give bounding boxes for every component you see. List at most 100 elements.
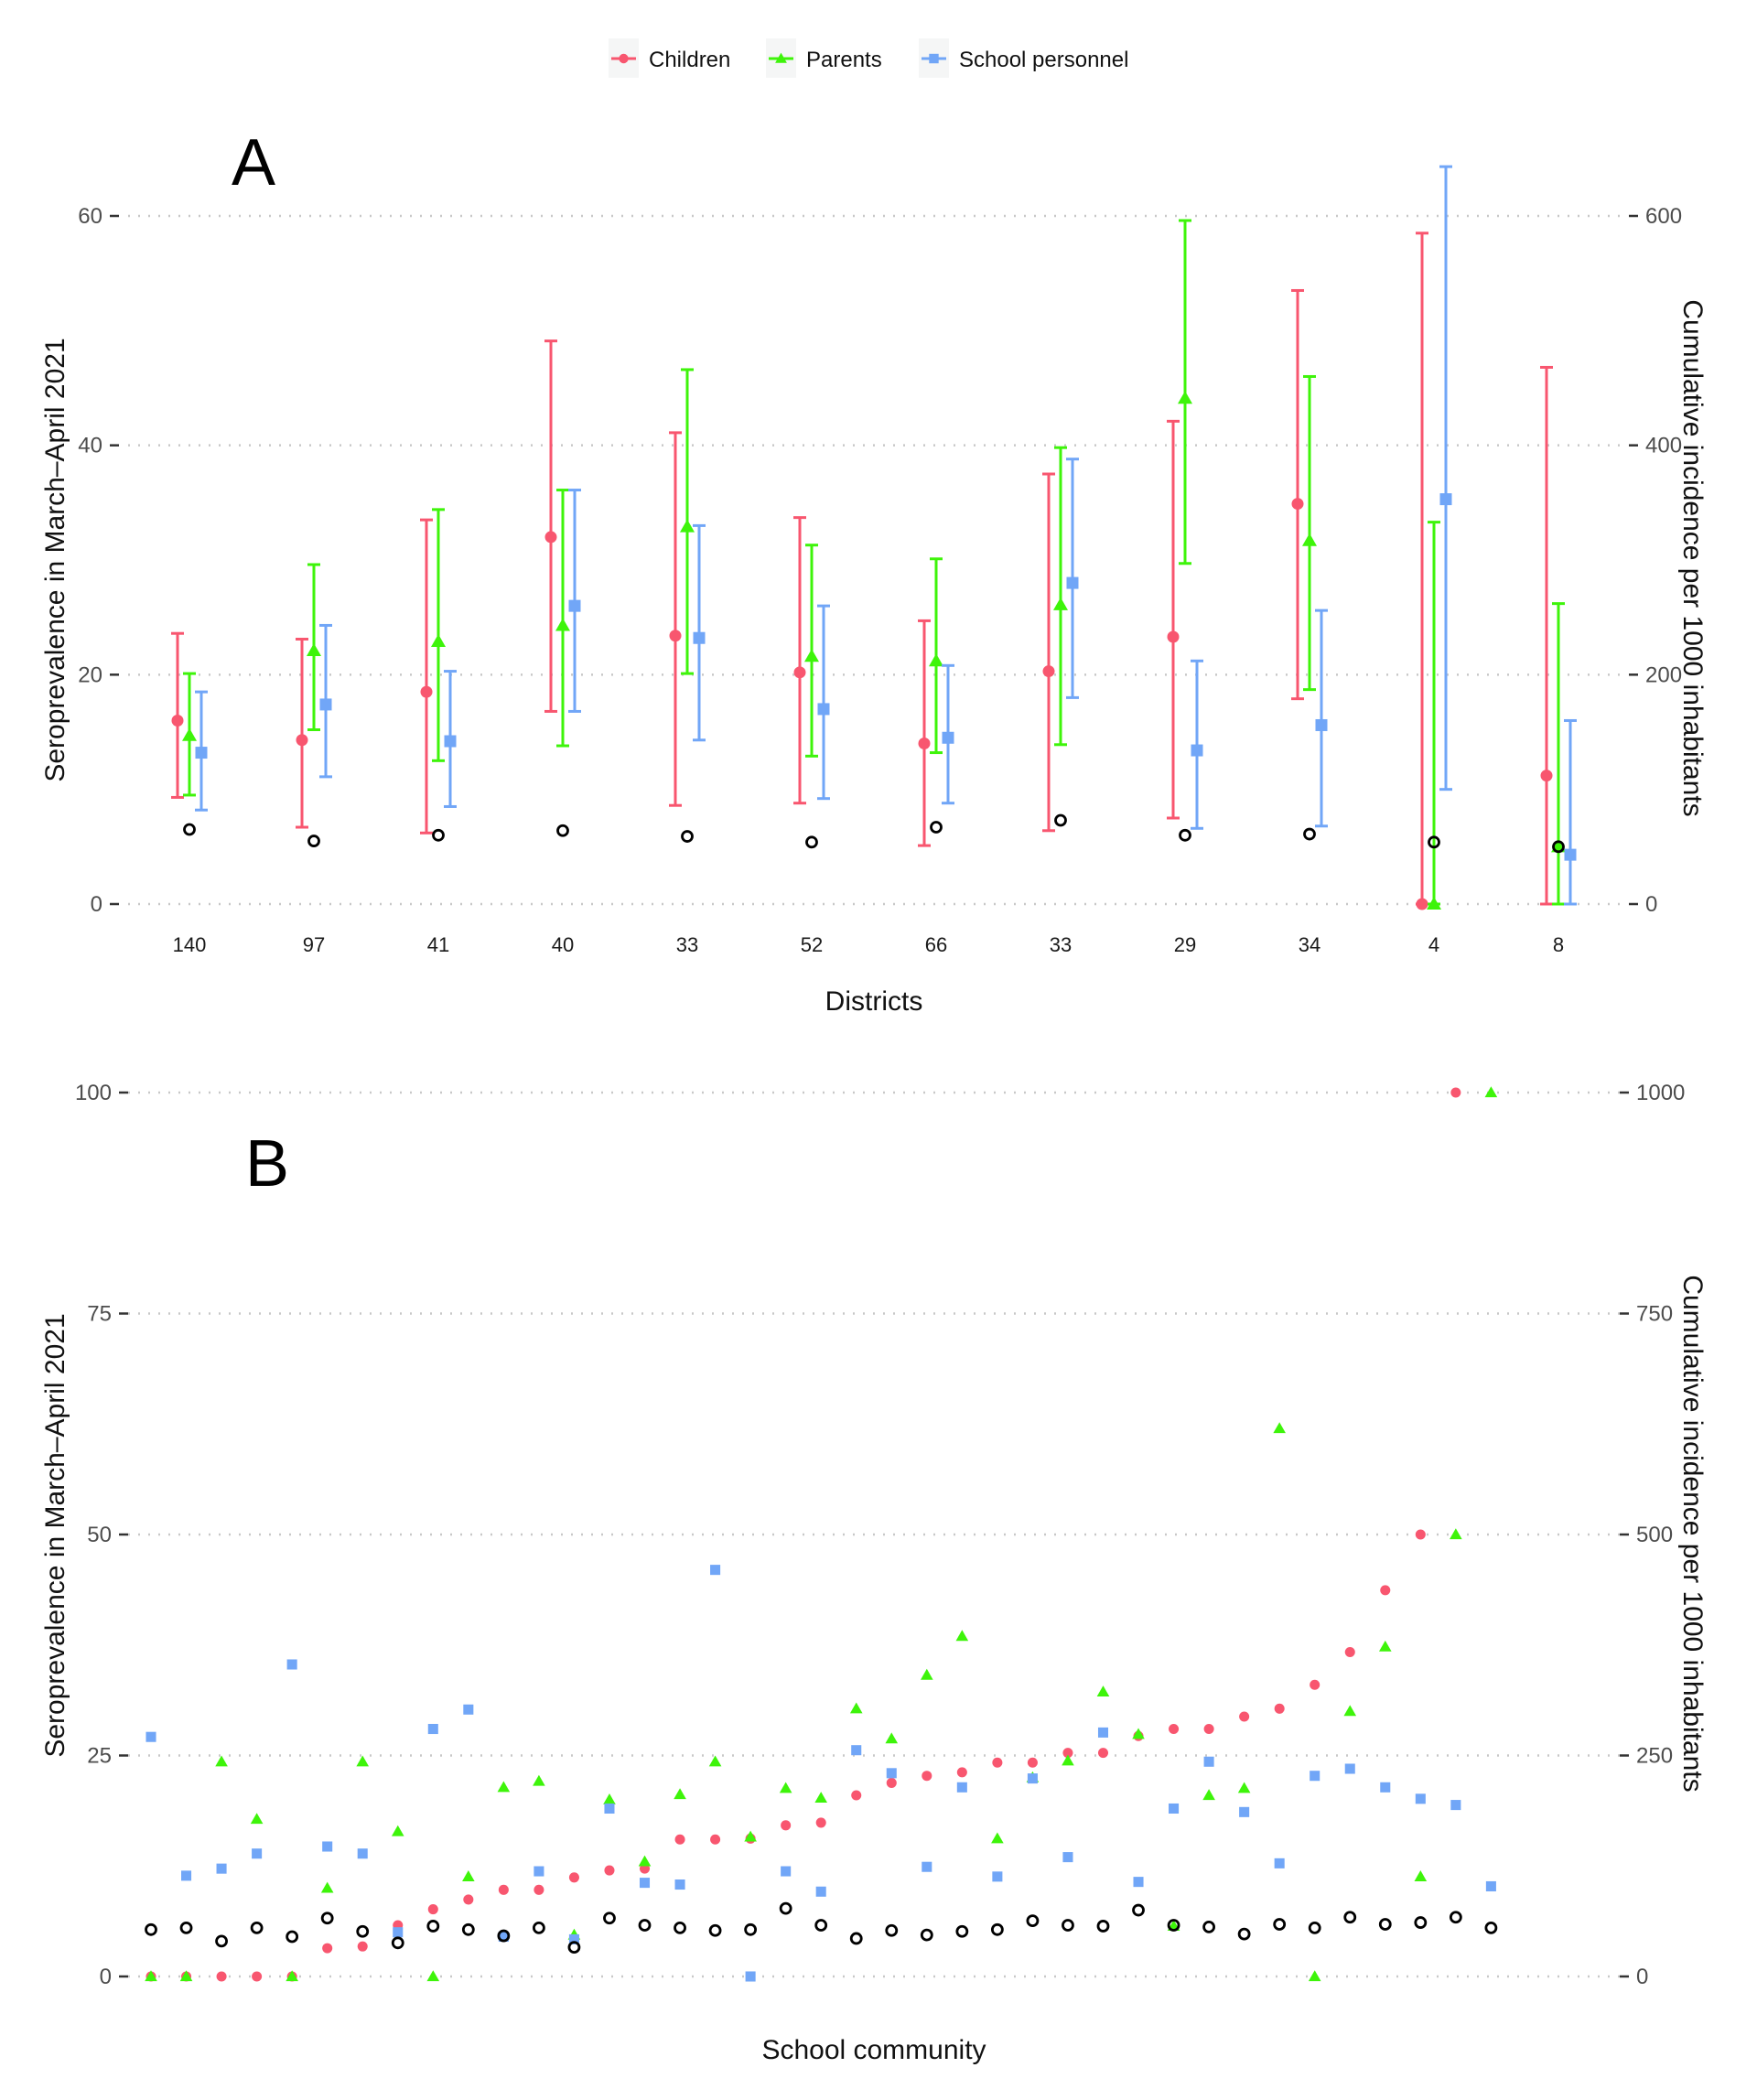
x-tick-label: 52 (801, 933, 823, 956)
x-tick-label: 97 (303, 933, 325, 956)
point-school-personnel (745, 1971, 756, 1982)
point-parents (929, 653, 943, 667)
point-school-personnel (942, 731, 954, 744)
point-parents (356, 1755, 370, 1767)
point-children (252, 1971, 263, 1982)
point-parents (1202, 1789, 1215, 1801)
point-children (1203, 1723, 1214, 1735)
y-tick-label: 25 (87, 1744, 112, 1769)
point-cumulative-incidence (674, 1921, 686, 1934)
point-parents (179, 1970, 193, 1982)
point-children (1540, 770, 1553, 782)
point-parents (885, 1732, 899, 1744)
point-school-personnel (195, 747, 208, 759)
point-school-personnel (1415, 1793, 1426, 1804)
point-cumulative-incidence (1552, 840, 1565, 854)
point-cumulative-incidence (1428, 835, 1440, 849)
point-parents (555, 618, 570, 631)
panel-a-x-axis: 140 97 41 40 33 52 66 33 29 34 4 8 (173, 933, 1564, 956)
point-parents (462, 1870, 475, 1881)
point-children (669, 630, 682, 642)
point-cumulative-incidence (814, 1919, 828, 1932)
point-parents (1273, 1422, 1286, 1434)
point-school-personnel (319, 698, 332, 711)
point-school-personnel (1450, 1800, 1461, 1811)
point-parents (955, 1630, 969, 1642)
point-cumulative-incidence (320, 1912, 334, 1925)
point-children (793, 666, 806, 679)
point-school-personnel (1066, 576, 1079, 589)
point-cumulative-incidence (1484, 1921, 1498, 1934)
point-cumulative-incidence (497, 1929, 511, 1943)
point-school-personnel (1564, 848, 1577, 861)
point-school-personnel (956, 1782, 967, 1793)
point-cumulative-incidence (1167, 1919, 1180, 1932)
point-school-personnel (322, 1841, 333, 1852)
y-right-tick-label: 1000 (1636, 1081, 1685, 1105)
point-parents (804, 649, 819, 662)
y-tick-label: 100 (75, 1081, 112, 1105)
point-parents (320, 1881, 334, 1893)
point-school-personnel (886, 1768, 897, 1779)
point-school-personnel (1169, 1803, 1180, 1814)
point-parents (1053, 597, 1068, 610)
point-cumulative-incidence (990, 1922, 1004, 1936)
point-cumulative-incidence (1237, 1927, 1251, 1941)
point-school-personnel (1344, 1763, 1355, 1774)
point-children (1169, 1723, 1180, 1735)
point-children (815, 1817, 826, 1828)
point-parents (1096, 1685, 1110, 1697)
point-parents (1237, 1782, 1251, 1793)
point-parents (680, 519, 695, 533)
point-school-personnel (568, 1933, 579, 1944)
point-children (710, 1834, 721, 1845)
point-parents (1450, 1528, 1462, 1540)
point-cumulative-incidence (805, 835, 818, 849)
point-children (886, 1777, 897, 1788)
point-parents (674, 1788, 686, 1800)
x-tick-label: 66 (925, 933, 947, 956)
point-parents (431, 633, 446, 647)
point-cumulative-incidence (638, 1919, 652, 1932)
point-parents (426, 1970, 440, 1982)
panel-a-marks (171, 165, 1577, 910)
point-school-personnel (1239, 1806, 1250, 1817)
point-parents (497, 1781, 511, 1793)
point-school-personnel (427, 1723, 438, 1735)
legend-label: Children (649, 48, 730, 72)
y-right-tick-label: 0 (1645, 892, 1657, 917)
point-parents (1343, 1705, 1357, 1717)
point-school-personnel (1133, 1877, 1144, 1888)
y-tick-label: 60 (78, 204, 102, 229)
point-cumulative-incidence (681, 830, 694, 843)
point-cumulative-incidence (356, 1924, 370, 1938)
point-children (1416, 898, 1428, 910)
point-parents (307, 643, 321, 657)
point-school-personnel (1097, 1727, 1109, 1738)
point-cumulative-incidence (920, 1928, 933, 1942)
point-school-personnel (1310, 1771, 1320, 1782)
y-tick-label: 50 (87, 1523, 112, 1547)
point-cumulative-incidence (145, 1922, 157, 1936)
point-school-personnel (1485, 1880, 1496, 1891)
point-cumulative-incidence (930, 821, 943, 834)
point-cumulative-incidence (708, 1923, 722, 1937)
panel-b-y-right-title: Cumulative incidence per 1000 inhabitant… (1677, 1275, 1708, 1792)
point-parents (849, 1702, 863, 1714)
point-children (1380, 1585, 1391, 1596)
point-parents (145, 1970, 157, 1982)
point-cumulative-incidence (432, 828, 445, 842)
point-parents (250, 1813, 264, 1825)
y-right-tick-label: 750 (1636, 1302, 1673, 1327)
point-children (568, 1872, 579, 1883)
legend-key-circle-icon (619, 53, 629, 64)
point-cumulative-incidence (307, 835, 320, 847)
y-tick-label: 75 (87, 1302, 112, 1327)
point-children (427, 1904, 438, 1915)
point-children (992, 1757, 1003, 1768)
point-parents (182, 727, 197, 741)
point-children (1239, 1711, 1250, 1722)
panel-a-y-right-title: Cumulative incidence per 1000 inhabitant… (1677, 299, 1708, 816)
y-right-tick-label: 0 (1636, 1965, 1648, 1989)
point-children (463, 1894, 474, 1905)
